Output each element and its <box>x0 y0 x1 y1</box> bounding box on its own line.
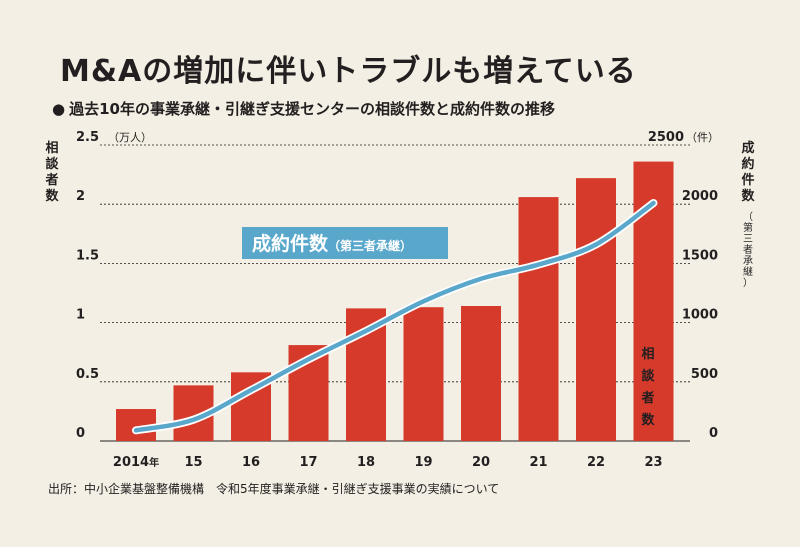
left-tick-label: 1 <box>76 308 85 323</box>
left-axis-unit: （万人） <box>108 131 152 144</box>
category-label: 18 <box>357 455 375 470</box>
right-axis-label: 成約件数 <box>741 140 755 204</box>
category-label: 17 <box>299 455 317 470</box>
category-label: 2014年 <box>113 455 159 470</box>
left-tick-label: 2 <box>76 189 85 204</box>
left-tick-label: 0.5 <box>76 367 99 382</box>
right-tick-label: 1000 <box>682 308 718 323</box>
left-axis-label: 相談者数 <box>44 140 59 204</box>
bar-series-label: 相談者数 <box>640 346 655 428</box>
right-axis-unit: （件） <box>686 131 719 144</box>
category-label: 20 <box>472 455 490 470</box>
right-tick-label: 500 <box>691 367 718 382</box>
source-note: 出所：中小企業基盤整備機構 令和5年度事業承継・引継ぎ支援事業の実績について <box>48 482 500 496</box>
bar <box>518 197 559 441</box>
bullet-icon: ● <box>52 100 66 118</box>
right-tick-label: 2000 <box>682 189 718 204</box>
category-label: 21 <box>529 455 547 470</box>
bar-series-consultations <box>116 161 674 442</box>
bar <box>461 306 501 441</box>
right-axis-sublabel: （第三者承継） <box>743 211 753 289</box>
category-label: 19 <box>414 455 432 470</box>
category-label: 15 <box>184 455 202 470</box>
bar <box>403 307 444 441</box>
category-label: 22 <box>587 455 605 470</box>
chart-subtitle: ● 過去10年の事業承継・引継ぎ支援センターの相談件数と成約件数の推移 <box>52 98 555 119</box>
category-label: 23 <box>644 455 662 470</box>
left-axis-ticks: 0 0.5 1 1.5 2 2.5 （万人） <box>76 130 152 441</box>
left-tick-label: 1.5 <box>76 248 99 263</box>
left-tick-label: 2.5 <box>76 130 99 145</box>
right-tick-label: 2500 <box>648 130 684 145</box>
chart-title: M&Aの増加に伴いトラブルも増えている <box>60 54 637 89</box>
line-path <box>133 200 656 433</box>
right-axis-ticks: 0 500 1000 1500 2000 2500 （件） <box>648 130 719 441</box>
line-series-contracts <box>132 199 658 435</box>
series-labels: 成約件数（第三者承継） 相談者数 <box>242 227 655 428</box>
line-label-box <box>242 227 448 259</box>
right-tick-label: 1500 <box>682 248 718 263</box>
x-axis-categories: 2014年 15 16 17 18 19 20 21 22 23 <box>113 455 663 470</box>
subtitle-text: 過去10年の事業承継・引継ぎ支援センターの相談件数と成約件数の推移 <box>69 100 555 118</box>
right-tick-label: 0 <box>709 426 718 441</box>
left-tick-label: 0 <box>76 426 85 441</box>
bar <box>633 161 674 442</box>
line-series-label: 成約件数（第三者承継） <box>252 232 412 255</box>
bar <box>576 178 616 442</box>
category-label: 16 <box>242 455 260 470</box>
